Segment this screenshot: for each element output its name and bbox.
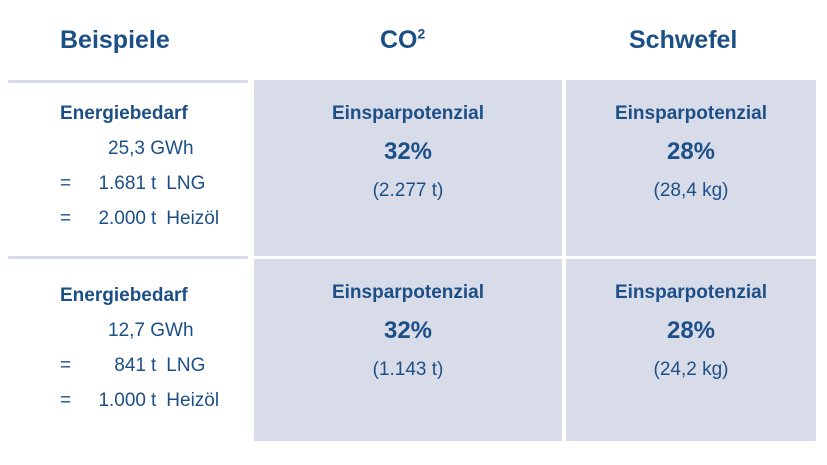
example-2-co2-cell: Einsparpotenzial 32% (1.143 t) xyxy=(254,259,562,441)
example-2-lng: = 841 t LNG xyxy=(60,352,250,387)
example-2-co2-percent: 32% xyxy=(383,317,433,344)
row-divider-middle xyxy=(8,256,248,259)
header-examples: Beispiele xyxy=(60,26,170,54)
header-co2: CO2 xyxy=(380,20,425,60)
example-2-oil-prefix: = xyxy=(60,390,72,411)
example-1-co2-cell: Einsparpotenzial 32% (2.277 t) xyxy=(254,80,562,256)
example-1-oil-unit: t xyxy=(151,208,157,229)
example-2-sulfur-percent: 28% xyxy=(666,317,716,344)
header-sulfur: Schwefel xyxy=(629,26,738,54)
row-divider-top xyxy=(8,80,248,83)
example-2-co2-label: Einsparpotenzial xyxy=(331,282,485,303)
example-2-oil: = 1.000 t Heizöl xyxy=(60,387,250,422)
example-1-lng-unit: t xyxy=(151,173,157,194)
header-co2-superscript: 2 xyxy=(417,25,426,42)
example-2-lng-fuel: LNG xyxy=(166,355,206,376)
example-2-sulfur-label: Einsparpotenzial xyxy=(614,282,768,303)
example-2-lng-unit: t xyxy=(151,355,157,376)
example-2-title: Energiebedarf xyxy=(60,285,188,306)
example-2-sulfur-cell: Einsparpotenzial 28% (24,2 kg) xyxy=(566,259,816,441)
example-2-co2-amount: (1.143 t) xyxy=(372,359,444,380)
example-2-oil-fuel: Heizöl xyxy=(166,390,220,411)
example-1-sulfur-cell: Einsparpotenzial 28% (28,4 kg) xyxy=(566,80,816,256)
example-1-oil-amount: 2.000 xyxy=(98,208,146,229)
example-1-title: Energiebedarf xyxy=(60,103,188,124)
example-1-co2-label: Einsparpotenzial xyxy=(331,103,485,124)
example-1-co2-percent: 32% xyxy=(383,138,433,165)
example-1-oil: = 2.000 t Heizöl xyxy=(60,205,250,240)
example-1-lng: = 1.681 t LNG xyxy=(60,170,250,205)
example-1-energy: 25,3 GWh xyxy=(108,138,194,159)
example-2-lng-amount: 841 xyxy=(114,355,146,376)
example-2-details: Energiebedarf 12,7 GWh = 841 t LNG = 1.000 t H… xyxy=(60,282,250,422)
example-1-lng-fuel: LNG xyxy=(166,173,206,194)
header-co2-main: CO xyxy=(380,26,418,54)
example-1-sulfur-percent: 28% xyxy=(666,138,716,165)
example-2-sulfur-amount: (24,2 kg) xyxy=(653,359,729,380)
example-2-oil-amount: 1.000 xyxy=(98,390,146,411)
example-2-lng-prefix: = xyxy=(60,355,72,376)
example-1-details: Energiebedarf 25,3 GWh = 1.681 t LNG = 2.000… xyxy=(60,100,250,240)
example-1-lng-prefix: = xyxy=(60,173,72,194)
example-1-co2-amount: (2.277 t) xyxy=(372,180,444,201)
example-1-sulfur-label: Einsparpotenzial xyxy=(614,103,768,124)
example-1-lng-amount: 1.681 xyxy=(98,173,146,194)
example-1-oil-fuel: Heizöl xyxy=(166,208,220,229)
example-2-energy: 12,7 GWh xyxy=(108,320,194,341)
example-2-oil-unit: t xyxy=(151,390,157,411)
example-1-sulfur-amount: (28,4 kg) xyxy=(653,180,729,201)
example-1-oil-prefix: = xyxy=(60,208,72,229)
